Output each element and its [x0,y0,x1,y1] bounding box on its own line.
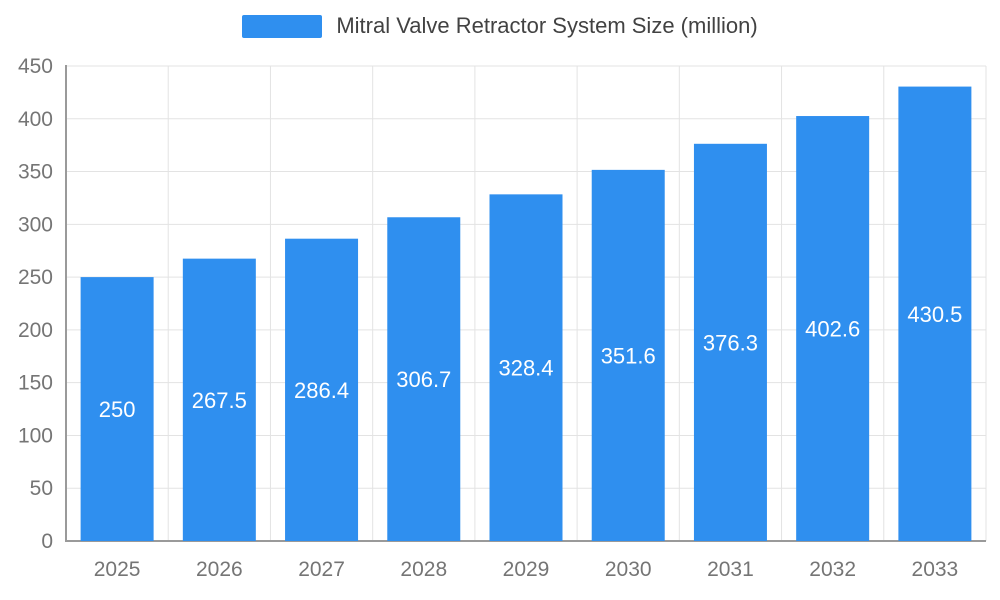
x-tick-label: 2032 [809,558,856,581]
x-tick-label: 2030 [605,558,652,581]
bar-value-label: 286.4 [294,378,349,403]
y-tick-label: 0 [41,530,53,553]
y-tick-label: 300 [18,213,53,236]
bar-value-label: 267.5 [192,388,247,413]
x-tick-label: 2025 [94,558,141,581]
x-tick-label: 2026 [196,558,243,581]
bar-2028[interactable] [387,217,461,541]
x-tick-label: 2031 [707,558,754,581]
bar-2027[interactable] [285,238,359,541]
bar-value-label: 250 [99,397,136,422]
bar-2026[interactable] [182,258,256,541]
y-tick-label: 50 [30,477,53,500]
y-tick-label: 350 [18,161,53,184]
y-tick-label: 400 [18,108,53,131]
bar-value-label: 306.7 [396,367,451,392]
x-tick-label: 2028 [400,558,447,581]
legend[interactable]: Mitral Valve Retractor System Size (mill… [0,13,1000,39]
bar-value-label: 328.4 [498,356,553,381]
y-tick-label: 450 [18,55,53,78]
bar-2030[interactable] [591,169,665,541]
x-tick-label: 2033 [912,558,959,581]
bar-value-label: 402.6 [805,317,860,342]
bar-value-label: 351.6 [601,343,656,368]
bar-2025[interactable] [80,277,154,541]
y-tick-label: 100 [18,424,53,447]
x-tick-label: 2027 [298,558,345,581]
legend-swatch [242,14,323,38]
bar-2032[interactable] [796,116,870,542]
bar-value-label: 376.3 [703,330,758,355]
bar-value-label: 430.5 [907,302,962,327]
bar-2031[interactable] [693,143,767,542]
bar-2029[interactable] [489,194,563,541]
y-tick-label: 200 [18,319,53,342]
y-tick-label: 250 [18,266,53,289]
legend-label: Mitral Valve Retractor System Size (mill… [336,13,758,38]
bar-2033[interactable] [898,86,972,541]
x-tick-label: 2029 [503,558,550,581]
y-tick-label: 150 [18,372,53,395]
